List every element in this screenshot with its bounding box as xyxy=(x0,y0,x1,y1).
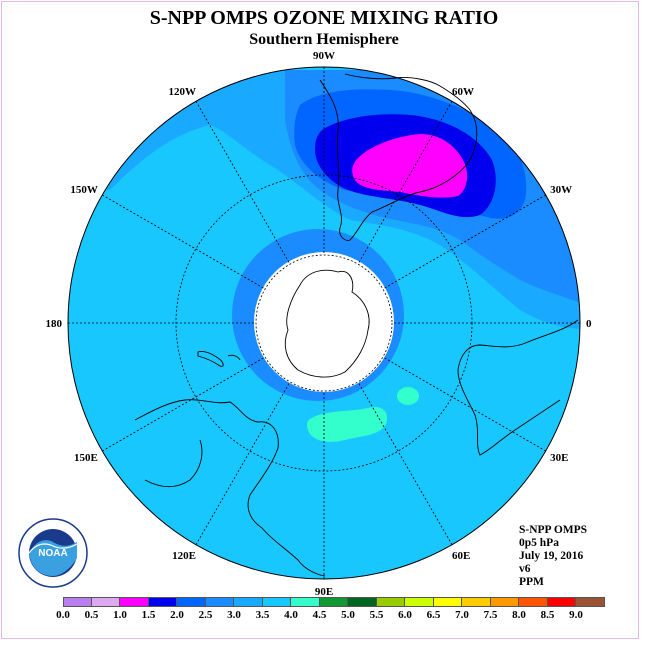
colorbar-tick-label: 7.5 xyxy=(483,609,498,621)
figure-frame xyxy=(1,1,639,639)
colorbar-tick-label: 2.5 xyxy=(198,609,213,621)
latitude-circle-60S xyxy=(255,254,393,392)
colorbar-tick-label: 3.0 xyxy=(227,609,241,621)
colorbar-cell xyxy=(148,597,177,607)
meridian-line xyxy=(195,101,290,263)
longitude-label: 90W xyxy=(313,50,335,62)
longitude-label: 120E xyxy=(172,550,196,562)
meridian-line xyxy=(384,194,546,289)
colorbar-cell xyxy=(576,597,605,607)
meridian-line xyxy=(102,357,264,452)
colorbar-cell xyxy=(234,597,263,607)
page-title: S-NPP OMPS OZONE MIXING RATIO xyxy=(149,7,499,29)
colorbar-cell xyxy=(205,597,234,607)
colorbar-tick-label: 6.5 xyxy=(426,609,441,621)
contour-3.5-patch-small xyxy=(397,387,419,405)
contour-1.0 xyxy=(352,134,468,198)
colorbar-tick-label: 5.0 xyxy=(341,609,355,621)
coastlines xyxy=(134,73,579,577)
colorbar-cell xyxy=(262,597,291,607)
colorbar-tick-label: 2.0 xyxy=(170,609,184,621)
coast-new-zealand xyxy=(197,351,241,367)
noaa-logo-text: NOAA xyxy=(38,548,67,559)
colorbar-tick-label: 7.0 xyxy=(455,609,469,621)
info-line-2: 0p5 hPa xyxy=(519,537,559,549)
colorbar-tick-label: 1.0 xyxy=(113,609,127,621)
meridian-line xyxy=(195,383,290,545)
graticule xyxy=(68,67,580,579)
colorbar-tick-label: 3.5 xyxy=(255,609,270,621)
colorbar-cell xyxy=(462,597,491,607)
colorbar-tick-label: 8.0 xyxy=(512,609,526,621)
meridian-line xyxy=(358,383,453,545)
coast-south-america xyxy=(319,73,478,241)
longitude-label: 0 xyxy=(586,318,592,330)
colorbar-tick-label: 6.0 xyxy=(398,609,412,621)
product-info: S-NPP OMPS 0p5 hPa July 19, 2016 v6 PPM xyxy=(519,524,587,589)
colorbar-cell xyxy=(376,597,405,607)
longitude-label: 150E xyxy=(74,452,98,464)
colorbar-cell xyxy=(405,597,434,607)
colorbar-cell xyxy=(490,597,519,607)
coast-australia xyxy=(134,399,326,577)
longitude-label: 60E xyxy=(452,550,470,562)
longitude-label: 60W xyxy=(452,86,474,98)
info-line-4: v6 xyxy=(519,563,531,575)
noaa-logo: NOAA xyxy=(18,518,88,588)
colorbar-cell xyxy=(91,597,120,607)
colorbar-cell xyxy=(348,597,377,607)
colorbar-cell xyxy=(319,597,348,607)
colorbar-tick-label: 9.0 xyxy=(569,609,583,621)
longitude-labels: 90W 60W 30W 0 30E 60E 90E 120E 150E 180 150W 120W xyxy=(46,50,593,598)
page-subtitle: Southern Hemisphere xyxy=(249,31,399,48)
colorbar-cell xyxy=(547,597,576,607)
colorbar-tick-label: 5.5 xyxy=(369,609,384,621)
longitude-label: 30W xyxy=(550,184,572,196)
longitude-label: 150W xyxy=(70,184,98,196)
colorbar-cell xyxy=(177,597,206,607)
meridian-line xyxy=(102,194,264,289)
map-border xyxy=(67,66,581,580)
colorbar-tick-label: 4.0 xyxy=(284,609,298,621)
colorbar-labels: 0.0 0.5 1.0 1.5 2.0 2.5 3.0 3.5 4.0 4.5 5.0 5.5 6.0 6… xyxy=(52,609,612,623)
longitude-label: 90E xyxy=(315,586,333,598)
colorbar-tick-label: 4.5 xyxy=(312,609,327,621)
colorbar xyxy=(63,597,605,607)
longitude-label: 30E xyxy=(550,452,568,464)
colorbar-cell xyxy=(63,597,92,607)
no-data-cap xyxy=(254,252,394,392)
colorbar-tick-label: 0.5 xyxy=(84,609,99,621)
info-line-3: July 19, 2016 xyxy=(519,550,584,562)
coast-africa xyxy=(457,319,579,456)
colorbar-cell xyxy=(433,597,462,607)
longitude-label: 180 xyxy=(46,318,63,330)
coast-antarctica xyxy=(284,269,370,378)
colorbar-tick-label: 0.0 xyxy=(56,609,70,621)
colorbar-cell xyxy=(120,597,149,607)
colorbar-cell xyxy=(519,597,548,607)
contour-3.5-patch xyxy=(307,406,388,442)
info-line-5: PPM xyxy=(519,576,544,588)
colorbar-cell xyxy=(291,597,320,607)
colorbar-tick-label: 1.5 xyxy=(141,609,156,621)
meridian-line xyxy=(358,101,453,263)
info-line-1: S-NPP OMPS xyxy=(519,524,588,536)
meridian-line xyxy=(384,357,546,452)
longitude-label: 120W xyxy=(169,86,197,98)
colorbar-tick-label: 8.5 xyxy=(540,609,555,621)
